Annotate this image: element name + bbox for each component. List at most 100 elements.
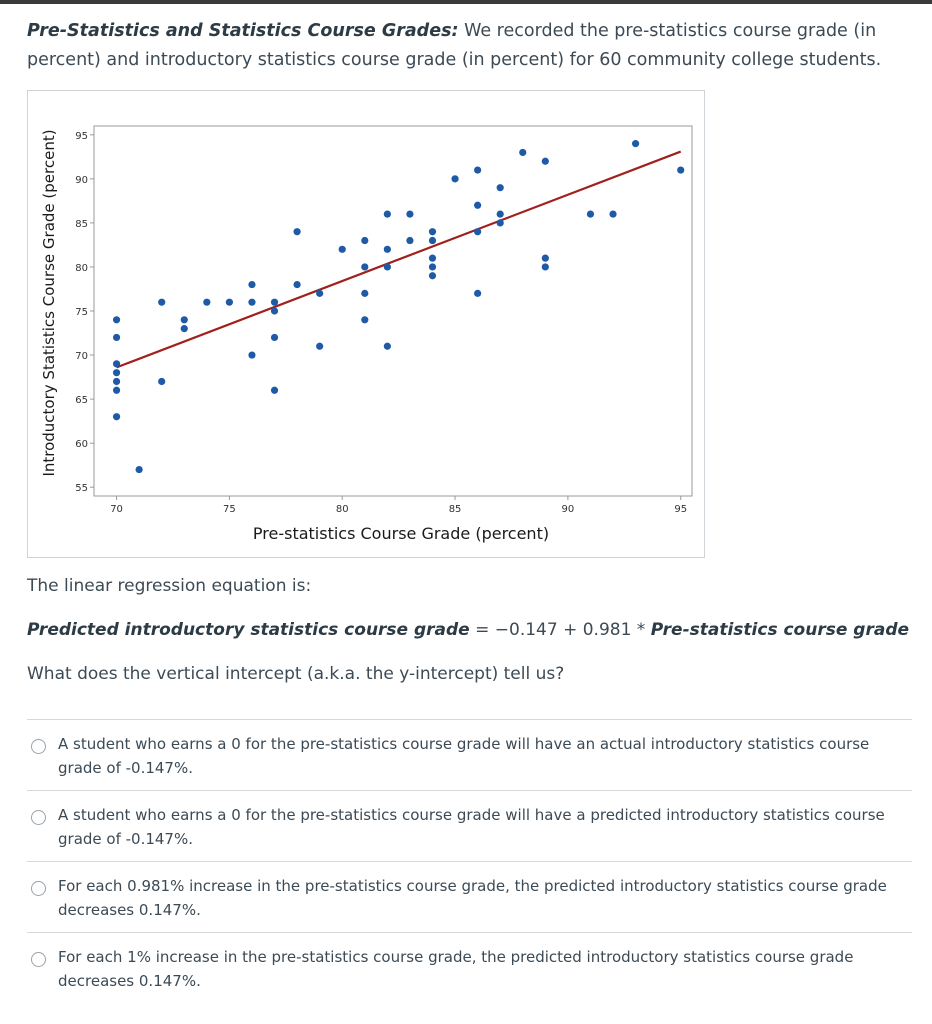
answer-label: For each 1% increase in the pre-statisti…: [58, 948, 854, 990]
top-border: [0, 0, 932, 4]
data-point: [361, 316, 369, 324]
data-point: [112, 360, 121, 368]
regression-intro-text: The linear regression equation is:: [27, 576, 312, 596]
data-points: [112, 140, 685, 474]
y-tick-label: 55: [75, 483, 88, 494]
regression-equation: Predicted introductory statistics course…: [27, 620, 909, 640]
data-point: [270, 386, 279, 394]
data-point: [474, 289, 482, 297]
data-point: [135, 465, 143, 474]
data-point: [112, 386, 121, 394]
data-point: [361, 236, 369, 245]
data-point: [293, 228, 301, 236]
y-tick-label: 95: [75, 131, 88, 142]
x-axis-label: Pre-statistics Course Grade (percent): [253, 524, 549, 543]
data-point: [631, 140, 640, 148]
data-point: [383, 210, 391, 218]
data-point: [383, 263, 391, 271]
equation-middle: = −0.147 + 0.981 *: [469, 620, 651, 640]
data-point: [474, 228, 482, 236]
data-point: [496, 219, 504, 227]
answer-option-4[interactable]: For each 1% increase in the pre-statisti…: [27, 932, 912, 1003]
data-point: [406, 236, 414, 245]
data-point: [112, 413, 121, 421]
data-point: [541, 254, 549, 262]
data-point: [112, 369, 121, 377]
data-point: [293, 280, 301, 289]
scatter-plot-svg: 55 60 65 70 75 80 85 90 95 70 75 80 85 90 95 Pre-stat…: [40, 125, 693, 543]
y-tick-label: 75: [75, 307, 88, 318]
data-point: [496, 210, 504, 218]
equation-rhs: Pre-statistics course grade: [650, 620, 910, 640]
data-point: [361, 289, 369, 297]
data-point: [609, 210, 617, 218]
y-axis-label: Introductory Statistics Course Grade (pe…: [40, 129, 58, 476]
data-point: [112, 377, 121, 386]
data-point: [248, 351, 256, 359]
data-point: [158, 377, 166, 386]
x-tick-label: 75: [223, 504, 236, 515]
x-tick-label: 85: [449, 504, 462, 515]
data-point: [474, 201, 482, 209]
data-point: [180, 316, 188, 324]
y-tick-label: 90: [75, 175, 88, 186]
question-intro: Pre-Statistics and Statistics Course Gra…: [27, 17, 907, 75]
equation-lhs: Predicted introductory statistics course…: [27, 620, 470, 640]
data-point: [519, 148, 527, 157]
data-point: [203, 298, 211, 306]
x-tick-label: 80: [336, 504, 349, 515]
intro-text: We recorded the pre-statistics course gr…: [27, 21, 882, 70]
data-point: [112, 333, 121, 342]
data-point: [541, 157, 549, 165]
regression-line: [116, 150, 682, 369]
y-tick-label: 80: [75, 263, 88, 274]
x-tick-label: 95: [674, 504, 687, 515]
data-point: [474, 166, 482, 174]
y-axis-ticks: 55 60 65 70 75 80 85 90 95: [75, 131, 94, 494]
answer-label: A student who earns a 0 for the pre-stat…: [58, 806, 885, 848]
data-point: [248, 298, 256, 306]
scatter-chart: 55 60 65 70 75 80 85 90 95 70 75 80 85 90 95 Pre-stat…: [27, 90, 705, 558]
data-point: [316, 289, 324, 297]
y-tick-label: 70: [75, 351, 88, 362]
x-tick-label: 90: [562, 504, 575, 515]
intro-title: Pre-Statistics and Statistics Course Gra…: [27, 21, 459, 41]
answer-label: A student who earns a 0 for the pre-stat…: [58, 735, 870, 777]
data-point: [406, 210, 414, 218]
data-point: [586, 210, 595, 218]
data-point: [428, 272, 437, 280]
radio-button[interactable]: [31, 810, 46, 825]
answer-label: For each 0.981% increase in the pre-stat…: [58, 877, 887, 919]
radio-button[interactable]: [31, 881, 46, 896]
answer-option-2[interactable]: A student who earns a 0 for the pre-stat…: [27, 790, 912, 861]
answer-option-1[interactable]: A student who earns a 0 for the pre-stat…: [27, 719, 912, 790]
radio-button[interactable]: [31, 739, 46, 754]
data-point: [338, 245, 346, 253]
data-point: [541, 263, 549, 271]
data-point: [112, 316, 121, 324]
x-tick-label: 70: [110, 504, 123, 515]
answer-option-3[interactable]: For each 0.981% increase in the pre-stat…: [27, 861, 912, 932]
data-point: [248, 280, 256, 289]
data-point: [496, 184, 504, 192]
radio-button[interactable]: [31, 952, 46, 967]
data-point: [383, 342, 391, 350]
answer-list: A student who earns a 0 for the pre-stat…: [27, 719, 912, 1003]
data-point: [270, 333, 279, 342]
data-point: [428, 228, 437, 236]
data-point: [428, 254, 437, 262]
data-point: [270, 307, 279, 315]
y-tick-label: 65: [75, 395, 88, 406]
x-axis-ticks: 70 75 80 85 90 95: [110, 496, 687, 515]
data-point: [180, 325, 188, 333]
question-text: What does the vertical intercept (a.k.a.…: [27, 664, 565, 684]
data-point: [270, 298, 279, 306]
data-point: [361, 263, 369, 271]
data-point: [316, 342, 324, 350]
data-point: [225, 298, 233, 306]
data-point: [428, 236, 437, 245]
y-tick-label: 60: [75, 439, 88, 450]
y-tick-label: 85: [75, 219, 88, 230]
data-point: [428, 263, 437, 271]
data-point: [158, 298, 166, 306]
